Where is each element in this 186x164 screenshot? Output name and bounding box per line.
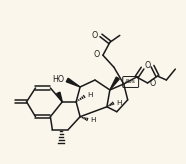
Polygon shape [110,77,119,90]
Text: O: O [150,80,156,89]
Text: O: O [94,50,100,59]
Text: H: H [87,92,93,98]
Text: HO: HO [52,74,64,83]
Text: O: O [92,31,98,40]
Polygon shape [57,92,62,102]
Text: H: H [90,117,96,123]
FancyBboxPatch shape [123,77,139,87]
Text: Abs: Abs [125,80,136,84]
Text: O: O [144,61,150,70]
Polygon shape [66,78,80,87]
Text: H: H [116,100,121,106]
